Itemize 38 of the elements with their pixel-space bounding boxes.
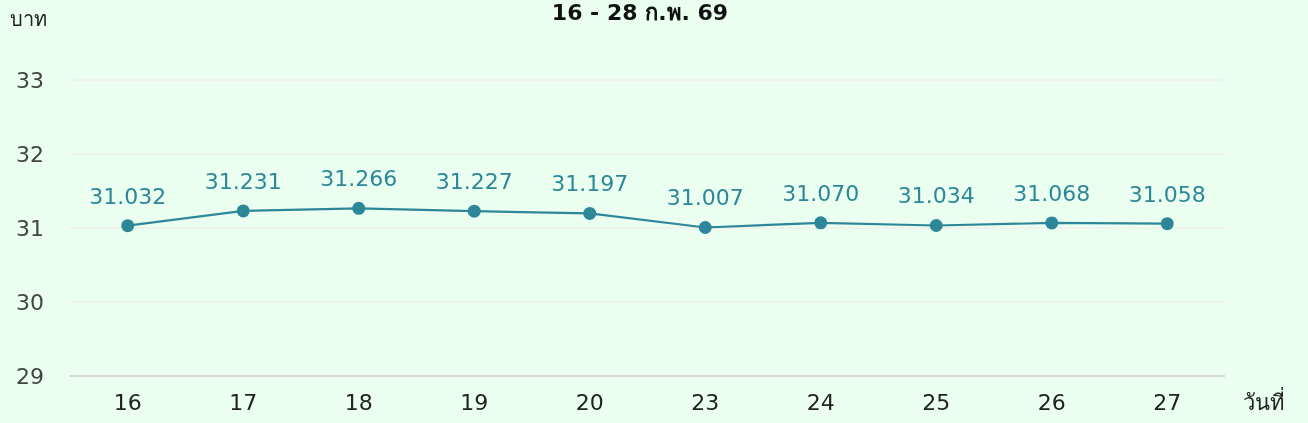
point — [352, 201, 366, 215]
x-tick-label: 27 — [1153, 390, 1182, 415]
x-tick-label: 20 — [575, 390, 604, 415]
data-label: 31.068 — [1013, 180, 1091, 206]
point — [236, 204, 250, 218]
data-label: 31.197 — [551, 171, 629, 197]
y-tick-label: 33 — [16, 68, 44, 93]
data-label: 31.007 — [666, 185, 744, 211]
y-tick-label: 32 — [16, 142, 44, 167]
data-label: 31.070 — [782, 180, 860, 206]
point — [467, 204, 481, 218]
point — [583, 206, 597, 220]
data-label: 31.032 — [89, 183, 167, 209]
data-label: 31.058 — [1128, 181, 1206, 207]
data-label: 31.266 — [320, 166, 398, 192]
x-tick-label: 19 — [460, 390, 489, 415]
y-axis-title: บาท — [10, 7, 47, 31]
point — [1160, 217, 1174, 231]
point — [929, 218, 943, 232]
x-tick-label: 26 — [1037, 390, 1066, 415]
chart-title: 16 - 28 ก.พ. 69 — [551, 0, 729, 25]
point — [121, 219, 135, 233]
x-tick-label: 23 — [691, 390, 720, 415]
data-label: 31.227 — [435, 169, 513, 195]
x-axis-title: วันที่ — [1243, 387, 1285, 415]
x-tick-label: 17 — [229, 390, 258, 415]
y-tick-label: 29 — [16, 364, 44, 389]
data-label: 31.231 — [204, 168, 282, 194]
y-tick-label: 31 — [16, 216, 44, 241]
y-tick-label: 30 — [16, 290, 44, 315]
x-tick-label: 24 — [806, 390, 835, 415]
point — [814, 216, 828, 230]
data-label: 31.034 — [897, 183, 975, 209]
point — [698, 220, 712, 234]
x-tick-label: 16 — [113, 390, 142, 415]
point — [1045, 216, 1059, 230]
x-tick-label: 18 — [344, 390, 373, 415]
x-tick-label: 25 — [922, 390, 951, 415]
